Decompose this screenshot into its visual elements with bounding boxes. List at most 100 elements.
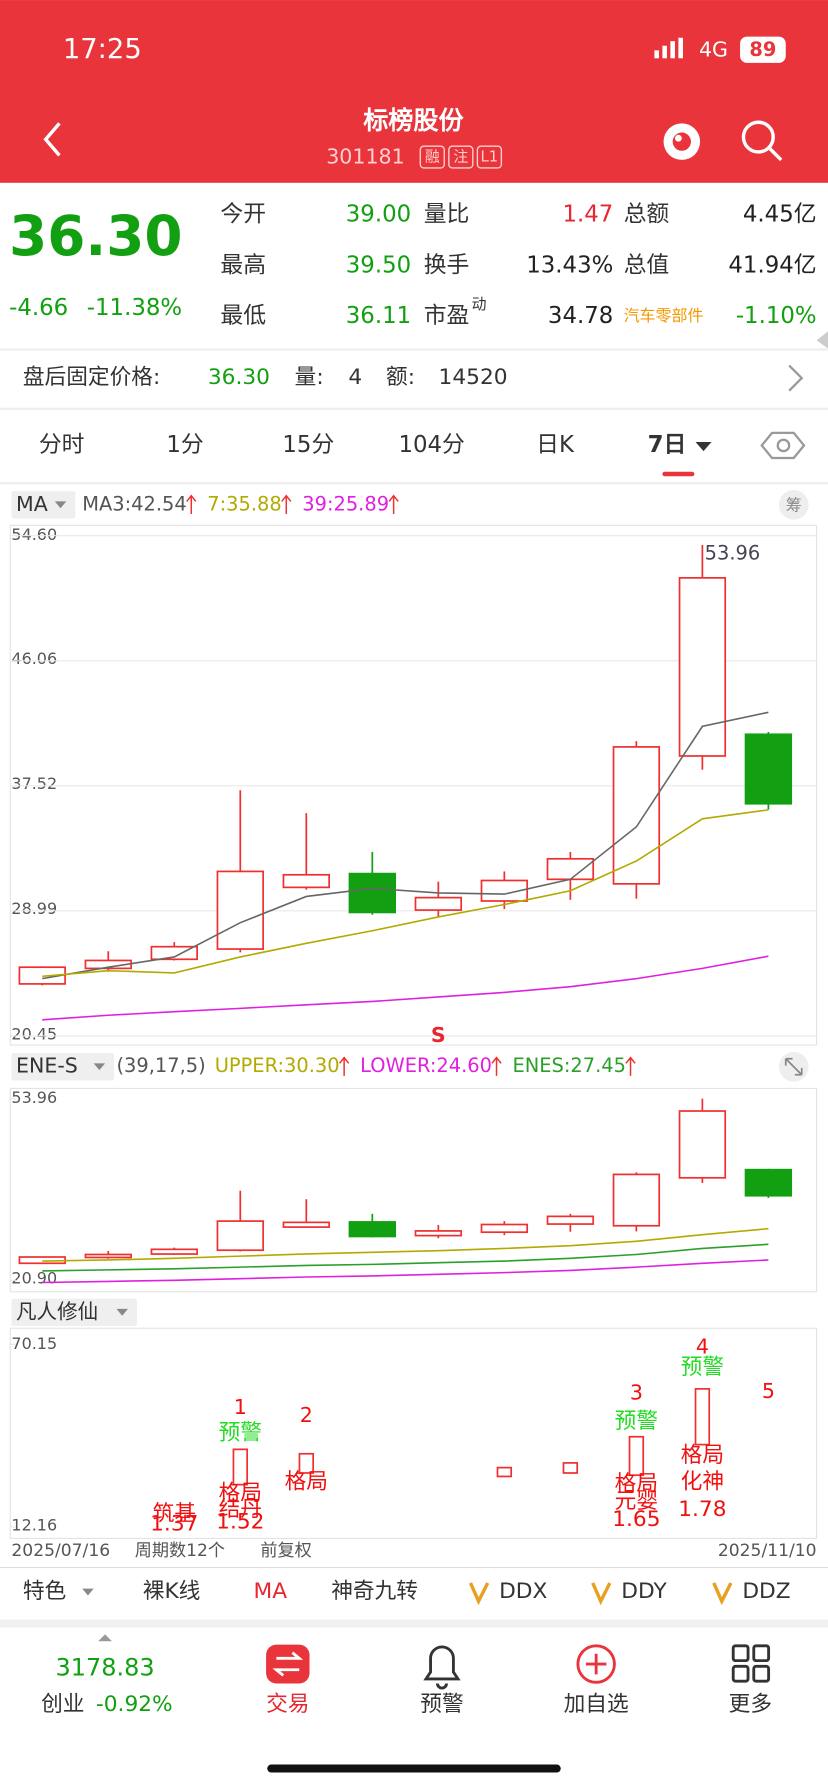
signal-warning: 预警 <box>219 1420 262 1445</box>
network: 4G <box>699 37 728 61</box>
indicator-params: (39,17,5) <box>116 1054 205 1077</box>
indicator-name: 凡人修仙 <box>16 1299 98 1323</box>
signal-text: 化神 <box>681 1469 724 1494</box>
indicator-selector[interactable] <box>11 1053 115 1081</box>
tab[interactable]: 分时 <box>39 432 85 458</box>
field-label: 总值 <box>624 253 670 279</box>
panel-frame <box>9 1087 818 1293</box>
candle-body <box>414 1230 463 1237</box>
toolbar-item[interactable]: MA <box>254 1579 288 1604</box>
corner <box>816 331 828 349</box>
candle-body <box>678 577 727 757</box>
candle-body <box>84 1253 132 1259</box>
indicator-selector[interactable] <box>11 1298 138 1326</box>
indicator-dropdown <box>93 1063 106 1071</box>
toolbar-dropdown <box>82 1588 94 1596</box>
signal-number: 2 <box>300 1403 313 1427</box>
x-label: 2025/11/10 <box>718 1541 817 1561</box>
legend-arrow <box>388 494 399 514</box>
y-tick-label: 28.99 <box>11 899 57 918</box>
trade-icon[interactable] <box>266 1644 310 1684</box>
y-tick-label: 70.15 <box>11 1334 57 1353</box>
field-value: 39.50 <box>346 253 411 279</box>
signal-text: 格局 <box>615 1472 658 1497</box>
nav-item[interactable]: 预警 <box>420 1692 463 1717</box>
nav-item[interactable]: 更多 <box>729 1692 772 1717</box>
watchlist-icon[interactable] <box>576 1644 616 1684</box>
panel-frame <box>9 524 818 1046</box>
field-value: 1.47 <box>562 201 613 227</box>
tag-box <box>476 145 503 169</box>
tab[interactable]: 104分 <box>398 432 464 458</box>
price-annotation: 53.96 <box>705 542 761 565</box>
divider <box>0 1566 828 1569</box>
more-icon[interactable] <box>731 1644 771 1683</box>
indicator-name: ENE-S <box>16 1054 78 1078</box>
tab[interactable]: 7日 <box>648 432 687 458</box>
amount: 14520 <box>439 365 508 390</box>
field-value: 39.00 <box>346 201 411 227</box>
toolbar-item[interactable]: 特色 <box>23 1579 66 1604</box>
indicator-line <box>42 1259 769 1284</box>
tag-box <box>448 145 474 169</box>
price: 36.30 <box>9 204 182 268</box>
signal-number: 3 <box>630 1380 643 1404</box>
change-pct: -11.38% <box>87 295 182 321</box>
search-button[interactable] <box>741 120 783 162</box>
candle-body <box>282 873 331 889</box>
toolbar-item[interactable]: DDY <box>621 1579 667 1604</box>
toolbar-item[interactable]: 裸K线 <box>143 1579 201 1604</box>
field-label: 市盈 <box>424 303 470 329</box>
back-button[interactable] <box>43 122 61 157</box>
candle-body <box>216 870 264 950</box>
toolbar-item[interactable]: DDZ <box>742 1579 790 1604</box>
signal-box <box>694 1387 711 1446</box>
indicator-name: MA <box>16 492 48 516</box>
signal-mark: S <box>431 1023 446 1047</box>
candle-body <box>612 746 661 885</box>
index-change: -0.92% <box>96 1692 173 1717</box>
legend-entry: LOWER:24.60 <box>360 1054 492 1077</box>
x-label: 前复权 <box>260 1541 311 1561</box>
settings-button[interactable] <box>760 431 806 460</box>
toolbar-item[interactable]: DDX <box>499 1579 547 1604</box>
signal-warning: 预警 <box>681 1355 724 1380</box>
after-hours-arrow[interactable] <box>788 364 804 392</box>
tab[interactable]: 1分 <box>166 432 203 458</box>
legend-entry: 7:35.88 <box>207 492 281 515</box>
legend-arrow <box>491 1056 502 1076</box>
index-value: 3178.83 <box>56 1654 155 1682</box>
volume-label: 量: <box>295 365 324 390</box>
toolbar-item[interactable]: 神奇九转 <box>331 1579 418 1604</box>
toolbar-check <box>591 1582 612 1606</box>
mascot-icon[interactable] <box>663 123 701 160</box>
legend-arrow <box>281 494 292 514</box>
field-value: 36.11 <box>346 303 411 329</box>
y-tick-label: 46.06 <box>11 649 57 668</box>
tab[interactable]: 日K <box>536 432 575 458</box>
indicator-selector[interactable] <box>11 491 76 519</box>
y-tick-label: 37.52 <box>11 774 57 793</box>
alert-icon[interactable] <box>423 1645 461 1690</box>
legend-entry: 39:25.89 <box>302 492 389 515</box>
nav-item[interactable]: 加自选 <box>564 1692 629 1717</box>
field-value: 4.45亿 <box>743 201 817 227</box>
index-name: 创业 <box>41 1692 84 1717</box>
chip-button[interactable] <box>778 489 809 520</box>
tab-dropdown[interactable] <box>695 442 712 452</box>
nav-item[interactable]: 交易 <box>266 1692 309 1717</box>
candle-body <box>216 1220 264 1252</box>
tab[interactable]: 15分 <box>282 432 334 458</box>
field-value: -1.10% <box>736 303 817 329</box>
indicator-dropdown <box>116 1308 128 1316</box>
legend-entry: MA3:42.54 <box>82 492 186 515</box>
signal-text: 筑基 <box>153 1501 196 1526</box>
tag: L1 <box>481 149 499 166</box>
candle-body <box>150 1248 198 1255</box>
signal-number: 4 <box>696 1335 709 1359</box>
x-label: 周期数12个 <box>135 1541 225 1561</box>
change: -4.66 <box>9 295 68 321</box>
stock-name: 标榜股份 <box>363 106 464 135</box>
trade-glyph <box>272 1651 304 1677</box>
candle-body <box>612 1173 661 1227</box>
